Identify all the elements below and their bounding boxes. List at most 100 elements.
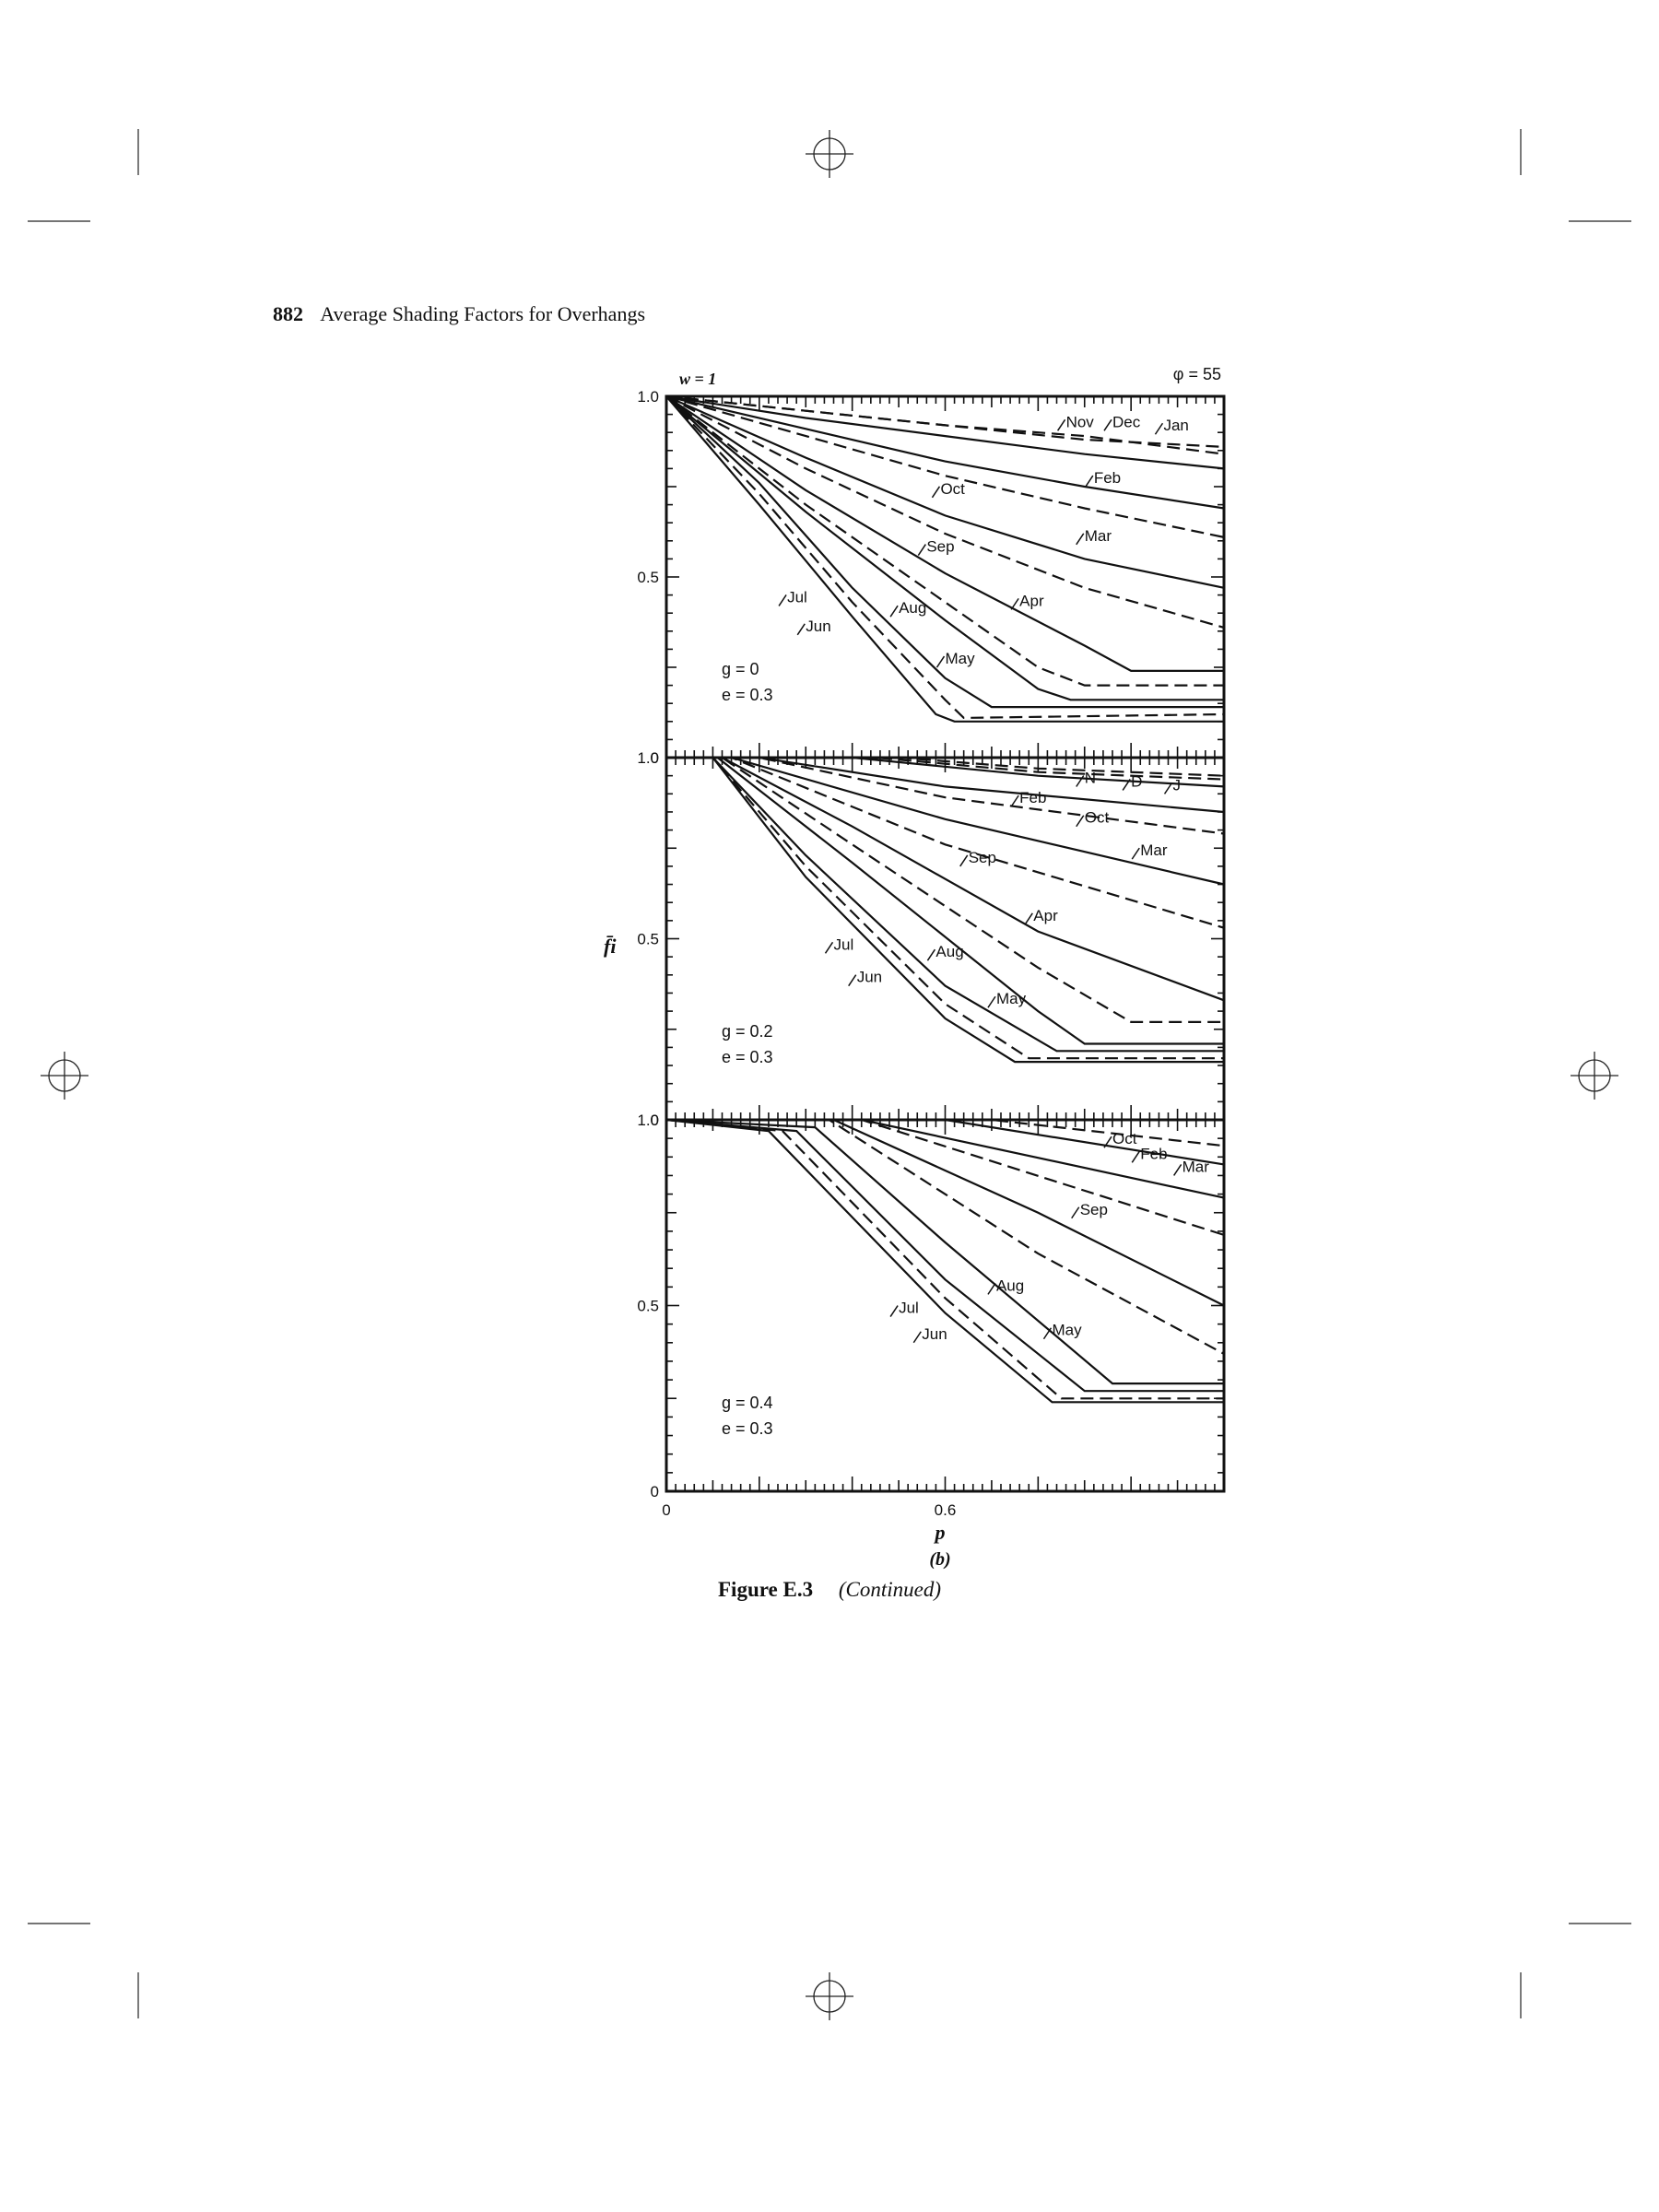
label-leader [935, 655, 946, 668]
series-line-sep [665, 395, 1225, 629]
series-label: Sep [1080, 1201, 1108, 1218]
series-group [665, 1118, 1225, 1404]
param-g: g = 0.2 [722, 1022, 773, 1041]
series-label: Jan [1163, 417, 1188, 434]
label-leader [1122, 779, 1131, 791]
label-leader [848, 974, 857, 987]
param-g: g = 0.4 [722, 1394, 773, 1412]
series-label: Dec [1112, 413, 1141, 430]
y-tick-label: 0.5 [637, 1298, 659, 1315]
series-line-unlabeled-12 [665, 395, 1224, 723]
series-label: Oct [940, 480, 965, 498]
series-label: J [1173, 776, 1182, 794]
y-tick-label: 1.0 [637, 749, 659, 767]
caption-note: (Continued) [838, 1578, 941, 1601]
label-leader [1076, 533, 1085, 546]
y-tick-label: 1.0 [637, 1112, 659, 1129]
series-line-mar [665, 394, 1225, 589]
series-label: Sep [969, 849, 996, 866]
top-left-label: w = 1 [679, 370, 716, 388]
label-leader [931, 486, 941, 499]
y-tick-label: 0 [651, 1483, 659, 1500]
label-leader [1154, 422, 1164, 435]
y-tick-label: 0.5 [637, 569, 659, 586]
series-group [666, 756, 1225, 1064]
series-label: Jun [857, 969, 882, 986]
top-right-label: φ = 55 [1173, 365, 1221, 383]
label-leader [1085, 475, 1094, 488]
label-leader [1010, 794, 1019, 807]
series-label: Feb [1019, 789, 1046, 806]
series-label: Oct [1112, 1130, 1137, 1147]
series-line-may [665, 395, 1224, 701]
part-label: (b) [929, 1549, 950, 1570]
series-line-unlabeled-9 [665, 1118, 1224, 1404]
label-leader [1042, 1327, 1053, 1340]
label-leader [1163, 782, 1173, 794]
label-leader [889, 605, 899, 618]
series-label: Jul [834, 935, 854, 953]
series-line-sep [666, 756, 1225, 929]
page-number: 882 [273, 302, 303, 325]
series-label: Jun [806, 618, 830, 635]
registration-mark-left [41, 1052, 88, 1100]
series-line-apr [666, 756, 1225, 1002]
label-leader [987, 995, 996, 1008]
registration-mark-top [806, 130, 853, 178]
label-leader [1010, 597, 1019, 610]
series-label: Oct [1085, 809, 1110, 827]
series-label: Feb [1094, 469, 1121, 487]
series-label: May [996, 990, 1027, 1007]
label-leader [1071, 1206, 1080, 1219]
series-label: Mar [1182, 1158, 1210, 1175]
label-leader [1076, 815, 1085, 828]
series-label: Mar [1140, 841, 1168, 859]
series-label: Mar [1085, 527, 1112, 545]
series-label: N [1085, 770, 1096, 787]
label-leader [1131, 847, 1140, 860]
series-label: Aug [899, 599, 926, 617]
y-tick-label: 1.0 [637, 388, 659, 406]
series-line-feb [665, 394, 1225, 510]
series-label: May [946, 650, 976, 667]
series-line-jul [665, 395, 1224, 709]
label-leader [926, 948, 936, 961]
series-label: Aug [935, 943, 963, 960]
registration-mark-right [1571, 1052, 1618, 1100]
series-label: Nov [1066, 413, 1095, 430]
param-e: e = 0.3 [722, 686, 773, 704]
axis-ticks [665, 1119, 1225, 1492]
y-tick-label: 0 [651, 749, 659, 767]
x-tick-label: 0.6 [935, 1501, 957, 1519]
y-tick-label: 0 [651, 1112, 659, 1129]
series-line-dec [665, 394, 1225, 448]
x-tick-label: 0 [662, 1501, 670, 1519]
series-label: Jun [922, 1325, 947, 1343]
series-line-aug [666, 1118, 1225, 1355]
axis-ticks [665, 395, 1225, 759]
figure-caption: Figure E.3 (Continued) [0, 1578, 1659, 1602]
label-leader [778, 594, 787, 606]
series-label: Aug [996, 1277, 1024, 1294]
series-line-aug [665, 395, 1224, 687]
series-label: Apr [1019, 592, 1044, 609]
param-e: e = 0.3 [722, 1048, 773, 1066]
label-leader [912, 1331, 922, 1344]
series-group [665, 394, 1225, 723]
y-tick-label: 0.5 [637, 931, 659, 948]
series-label: May [1052, 1322, 1082, 1339]
label-leader [917, 544, 926, 556]
label-leader [1173, 1164, 1182, 1176]
label-leader [1103, 418, 1112, 431]
label-leader [889, 1305, 899, 1317]
label-leader [1056, 418, 1066, 431]
param-e: e = 0.3 [722, 1419, 773, 1438]
series-label: Jul [899, 1300, 919, 1317]
series-labels: Nov Dec Jan Feb Oct Mar Sep Apr Aug May Jul Jun [778, 413, 1189, 668]
page-header: 882 Average Shading Factors for Overhang… [273, 302, 645, 326]
caption-label: Figure E.3 [718, 1578, 814, 1601]
